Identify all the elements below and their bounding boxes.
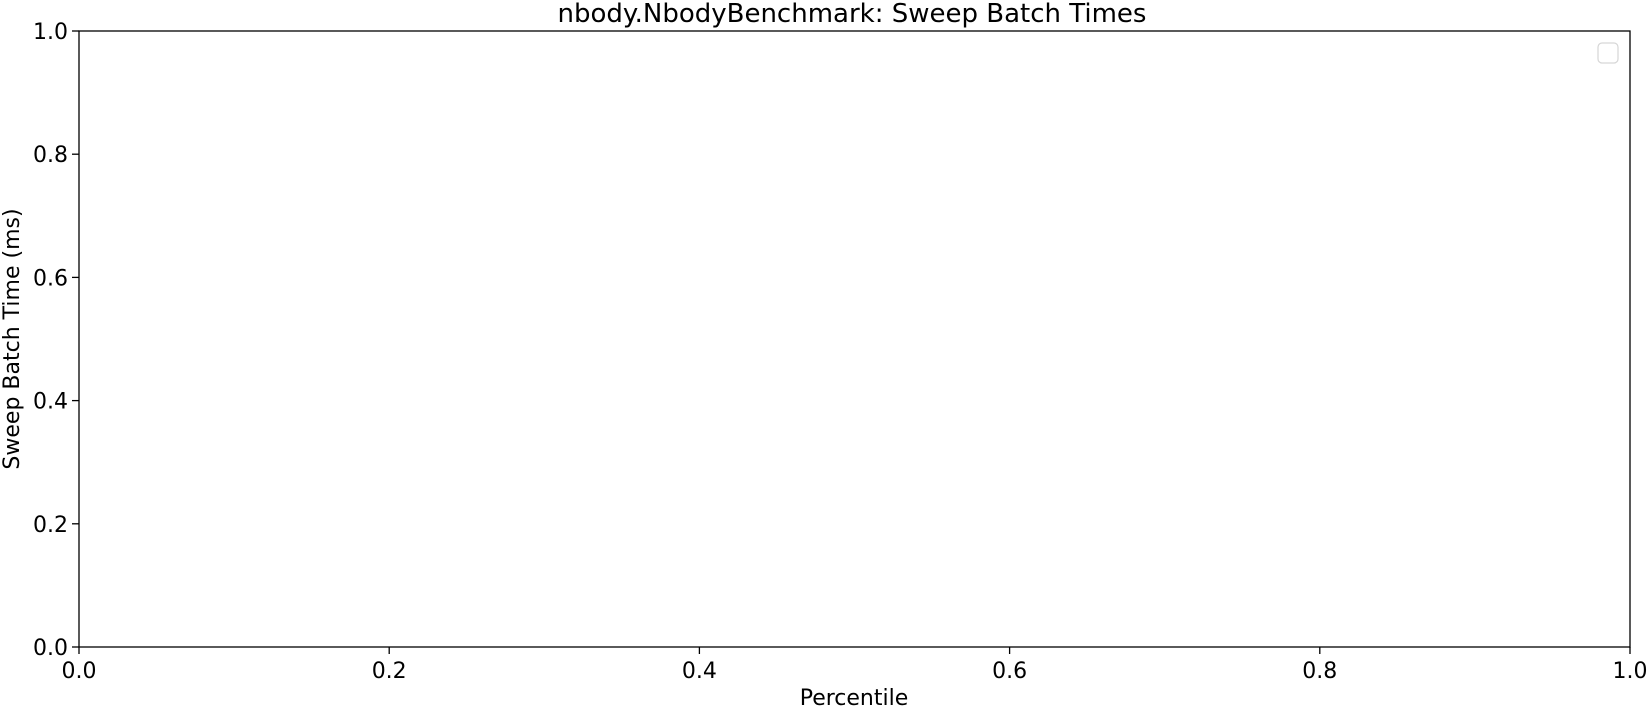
x-tick-label: 0.4	[682, 659, 717, 684]
y-axis-label: Sweep Batch Time (ms)	[0, 208, 25, 469]
legend	[1597, 42, 1619, 64]
y-tick-label: 0.4	[33, 390, 68, 415]
x-tick-label: 1.0	[1613, 659, 1648, 684]
y-tick-label: 0.6	[33, 266, 68, 291]
y-tick-label: 0.2	[33, 513, 68, 538]
plot-frame	[78, 30, 1631, 648]
plot-area	[78, 30, 1631, 648]
x-axis-label: Percentile	[800, 686, 909, 710]
x-axis-ticks: 0.0 0.2 0.4 0.6 0.8 1.0	[62, 647, 1648, 684]
chart-title: nbody.NbodyBenchmark: Sweep Batch Times	[558, 0, 1147, 29]
y-axis-ticks: 0.0 0.2 0.4 0.6 0.8 1.0	[33, 20, 79, 661]
x-tick-label: 0.8	[1302, 659, 1337, 684]
legend-box	[1597, 42, 1619, 64]
x-tick-label: 0.6	[992, 659, 1027, 684]
y-tick-label: 0.8	[33, 143, 68, 168]
plot-background	[79, 31, 1630, 647]
x-tick-label: 0.2	[372, 659, 407, 684]
y-tick-label: 0.0	[33, 636, 68, 661]
y-tick-label: 1.0	[33, 20, 68, 45]
x-tick-label: 0.0	[62, 659, 97, 684]
